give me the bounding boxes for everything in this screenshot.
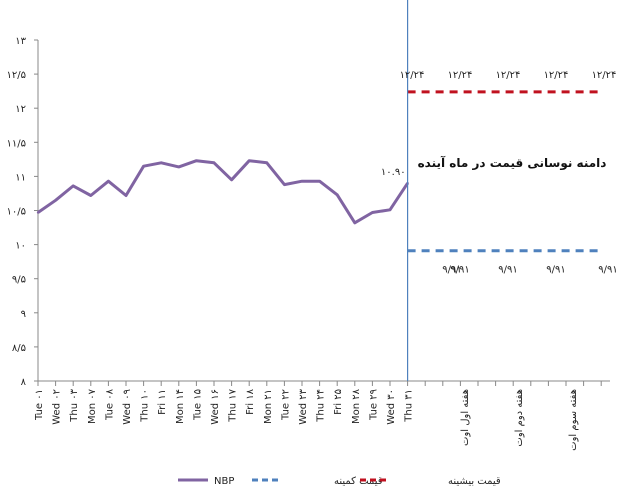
x-tick-label: Wed ۳۰ (386, 389, 397, 425)
nbp-point (300, 179, 304, 183)
x-tick-label: Tue ۰۱ (34, 389, 45, 421)
y-tick-label: ۱۲/۵ (7, 70, 26, 81)
x-tick-label: Wed ۲۳ (298, 388, 309, 424)
nbp-point (283, 183, 286, 186)
nbp-point (72, 184, 75, 188)
y-tick-label: ۹/۵ (12, 275, 26, 286)
y-axis-tick-labels: ۸ ۸/۵ ۹ ۹/۵ ۱۰ ۱۰/۵ ۱۱ ۱۱/۵ ۱۲ ۱۲/۵ ۱۳ (7, 36, 27, 388)
y-tick-label: ۱۲ (15, 104, 26, 115)
min-price-label: ۹/۹۱ (450, 265, 469, 276)
min-price-label: ۹/۹۱ (498, 265, 517, 276)
y-tick-label: ۹ (21, 309, 26, 320)
week-label: هفته اول اوت (460, 389, 471, 446)
x-tick-label: Tue ۰۸ (104, 388, 115, 421)
x-tick-label: Mon ۲۸ (351, 388, 362, 424)
nbp-point (54, 199, 57, 202)
nbp-point (388, 208, 392, 212)
nbp-point (265, 161, 268, 164)
nbp-point (248, 159, 251, 162)
nbp-point (142, 164, 145, 168)
x-tick-label: Thu ۱۰ (140, 389, 151, 423)
series-layer (36, 90, 598, 253)
nbp-series-line (37, 159, 409, 225)
nbp-point (318, 179, 321, 183)
nbp-point (230, 178, 233, 182)
x-tick-label: Wed ۱۶ (210, 389, 221, 425)
y-tick-label: ۸/۵ (12, 343, 26, 354)
x-tick-label: Tue ۲۹ (368, 389, 379, 421)
nbp-point (107, 179, 110, 183)
nbp-point (371, 211, 374, 214)
y-tick-label: ۱۱/۵ (7, 138, 26, 149)
x-tick-label: Wed ۰۹ (122, 389, 133, 425)
nbp-point (36, 211, 40, 214)
y-tick-label: ۱۱ (15, 172, 26, 183)
x-tick-label: Fri ۱۸ (245, 388, 256, 414)
x-tick-label: Wed ۰۲ (52, 389, 63, 425)
range-title: دامنه نوسانی قیمت در ماه آینده (418, 155, 607, 171)
x-tick-label: Tue ۱۵ (192, 389, 203, 421)
x-tick-label: Fri ۲۵ (333, 389, 344, 415)
x-tick-label: Tue ۲۲ (280, 389, 291, 421)
nbp-point (212, 161, 216, 164)
nbp-point (177, 165, 180, 169)
x-tick-label: Thu ۱۷ (228, 388, 239, 422)
legend: NBP قیمت کمینه قیمت بیشینه (178, 476, 501, 487)
nbp-point (89, 194, 93, 197)
nbp-point (124, 194, 128, 197)
min-price-label: ۹/۹۱ (442, 265, 461, 276)
nbp-point (353, 221, 356, 224)
x-tick-label: Mon ۲۱ (263, 389, 274, 424)
x-axis-tick-labels: Tue ۰۱ Wed ۰۲ Thu ۰۳ Mon ۰۷ Tue ۰۸ Wed ۰۹ Thu … (34, 388, 415, 424)
x-tick-label: Thu ۲۴ (316, 389, 327, 423)
last-value-label: ۱۰.۹۰ (381, 167, 406, 178)
x-tick-label: Mon ۱۴ (175, 389, 186, 424)
x-tick-label: Fri ۱۱ (157, 389, 168, 415)
annotations: ۱۲/۲۴ ۱۲/۲۴ ۱۲/۲۴ ۱۲/۲۴ ۱۲/۲۴۹/۹۱۹/۹۱ ۹/۹۱ ۹/۹… (381, 0, 618, 381)
min-price-label: ۹/۹۱ (546, 265, 565, 276)
x-tick-label: Thu ۰۳ (69, 388, 80, 422)
legend-label-max: قیمت بیشینه (448, 476, 501, 487)
chart-axes (34, 39, 610, 386)
week-label: هفته دوم اوت (514, 389, 525, 447)
nbp-point (160, 161, 163, 164)
legend-label-nbp: NBP (214, 476, 234, 487)
y-tick-label: ۱۰ (15, 241, 26, 252)
y-tick-label: ۱۳ (15, 36, 26, 47)
max-price-label: ۱۲/۲۴ (496, 70, 521, 81)
week-labels: هفته اول اوت هفته دوم اوت هفته سوم اوت (460, 389, 579, 451)
week-label: هفته سوم اوت (568, 389, 579, 451)
y-tick-label: ۱۰/۵ (7, 207, 26, 218)
x-tick-label: Mon ۰۷ (87, 388, 98, 424)
x-tick-label: Thu ۳۱ (404, 389, 415, 423)
nbp-point (336, 193, 339, 197)
min-price-label: ۹/۹۱ (598, 265, 617, 276)
y-tick-label: ۸ (21, 377, 27, 388)
max-price-label: ۱۲/۲۴ (400, 70, 425, 81)
nbp-point (195, 159, 198, 162)
max-price-label: ۱۲/۲۴ (448, 70, 473, 81)
max-price-label: ۱۲/۲۴ (544, 70, 569, 81)
max-price-label: ۱۲/۲۴ (592, 70, 617, 81)
legend-label-min: قیمت کمینه (334, 476, 383, 487)
